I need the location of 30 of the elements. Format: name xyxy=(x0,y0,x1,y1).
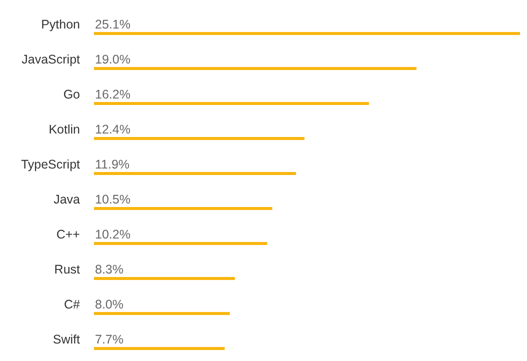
y-tick-label: C++ xyxy=(56,228,80,242)
data-label: 19.0% xyxy=(95,52,130,66)
bar xyxy=(94,172,296,175)
data-label: 8.0% xyxy=(95,298,124,312)
bar xyxy=(94,312,230,315)
y-tick-label: Python xyxy=(41,18,80,32)
bar xyxy=(94,32,520,35)
y-tick-label: Go xyxy=(63,88,80,102)
bar xyxy=(94,347,225,350)
data-label: 10.5% xyxy=(95,192,130,206)
y-tick-label: Kotlin xyxy=(48,122,80,136)
data-label: 7.7% xyxy=(95,332,124,346)
bar xyxy=(94,277,235,280)
y-tick-label: Rust xyxy=(54,262,81,276)
data-label: 8.3% xyxy=(95,262,124,276)
bar xyxy=(94,207,272,210)
bar xyxy=(94,102,369,105)
y-tick-label: Java xyxy=(54,192,80,206)
bar xyxy=(94,242,268,245)
bar xyxy=(94,67,416,70)
data-label: 10.2% xyxy=(95,228,130,242)
y-tick-label: Swift xyxy=(52,332,81,346)
y-tick-label: JavaScript xyxy=(22,52,81,66)
data-label: 12.4% xyxy=(95,122,130,136)
data-label: 11.9% xyxy=(95,158,130,172)
bar xyxy=(94,137,304,140)
y-tick-label: TypeScript xyxy=(20,158,81,172)
data-label: 16.2% xyxy=(95,88,130,102)
data-label: 25.1% xyxy=(95,18,130,32)
y-tick-label: C# xyxy=(64,298,80,312)
